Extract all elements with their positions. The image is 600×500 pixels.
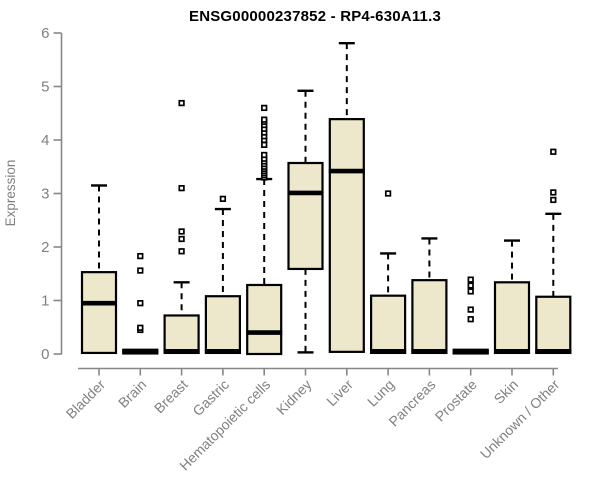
- outlier-point: [178, 228, 185, 235]
- boxplot-hematopoietic-cells: [246, 104, 283, 356]
- boxplot-pancreas: [411, 237, 448, 355]
- x-axis-label: Brain: [115, 376, 149, 410]
- x-axis-label: Kidney: [273, 376, 315, 418]
- iqr-box: [328, 118, 365, 353]
- iqr-box: [80, 271, 118, 355]
- outlier-point: [467, 316, 474, 323]
- outlier-point: [550, 148, 557, 155]
- outlier-point: [137, 300, 144, 307]
- outlier-point: [261, 151, 268, 159]
- y-axis-tick-label: 0: [41, 346, 49, 363]
- iqr-box: [163, 314, 200, 355]
- y-axis-tick-label: 2: [41, 239, 49, 256]
- iqr-box: [287, 161, 324, 271]
- outlier-point: [467, 282, 474, 289]
- y-axis-tick-label: 5: [41, 79, 49, 96]
- outlier-point: [467, 276, 474, 283]
- boxplot-unknown-other: [535, 148, 572, 355]
- outlier-point: [550, 189, 557, 196]
- outlier-point: [467, 306, 474, 313]
- x-axis-label: Lung: [364, 376, 397, 409]
- outlier-point: [261, 141, 268, 148]
- outlier-point: [261, 104, 268, 112]
- iqr-box: [246, 283, 283, 356]
- x-axis-label: Skin: [491, 376, 522, 407]
- iqr-box: [204, 295, 241, 355]
- x-axis-label: Liver: [323, 376, 356, 409]
- outlier-point: [261, 116, 268, 123]
- iqr-box: [535, 295, 572, 355]
- outlier-point: [137, 324, 144, 331]
- y-axis-title: Expression: [3, 160, 18, 227]
- outlier-point: [219, 195, 227, 203]
- y-axis-tick-label: 4: [41, 132, 49, 149]
- y-axis-tick-label: 1: [41, 293, 49, 310]
- outlier-point: [178, 248, 185, 255]
- outlier-point: [178, 185, 185, 192]
- outlier-point: [137, 252, 144, 260]
- outlier-point: [178, 235, 185, 243]
- boxplot-lung: [370, 190, 407, 355]
- outlier-point: [178, 99, 185, 107]
- boxplot-skin: [493, 239, 531, 355]
- chart-title: ENSG00000237852 - RP4-630A11.3: [188, 8, 441, 25]
- x-axis-label: Prostate: [432, 376, 480, 424]
- outlier-point: [384, 190, 392, 197]
- y-axis-tick-label: 3: [41, 186, 49, 203]
- x-axis-label: Breast: [151, 376, 191, 416]
- iqr-box: [411, 279, 448, 355]
- iqr-box: [493, 281, 531, 355]
- x-axis-label: Bladder: [63, 376, 109, 422]
- boxplot-brain: [122, 252, 159, 355]
- boxplot-kidney: [287, 89, 324, 354]
- boxplot-breast: [163, 99, 200, 355]
- boxplot-gastric: [204, 195, 241, 355]
- y-axis-tick-label: 6: [41, 25, 49, 42]
- boxplot-bladder: [80, 184, 118, 355]
- iqr-box: [370, 294, 407, 355]
- boxplot-prostate: [452, 276, 489, 355]
- outlier-point: [550, 196, 557, 204]
- outlier-point: [137, 267, 144, 274]
- outlier-point: [467, 288, 474, 295]
- boxplot-liver: [328, 41, 365, 353]
